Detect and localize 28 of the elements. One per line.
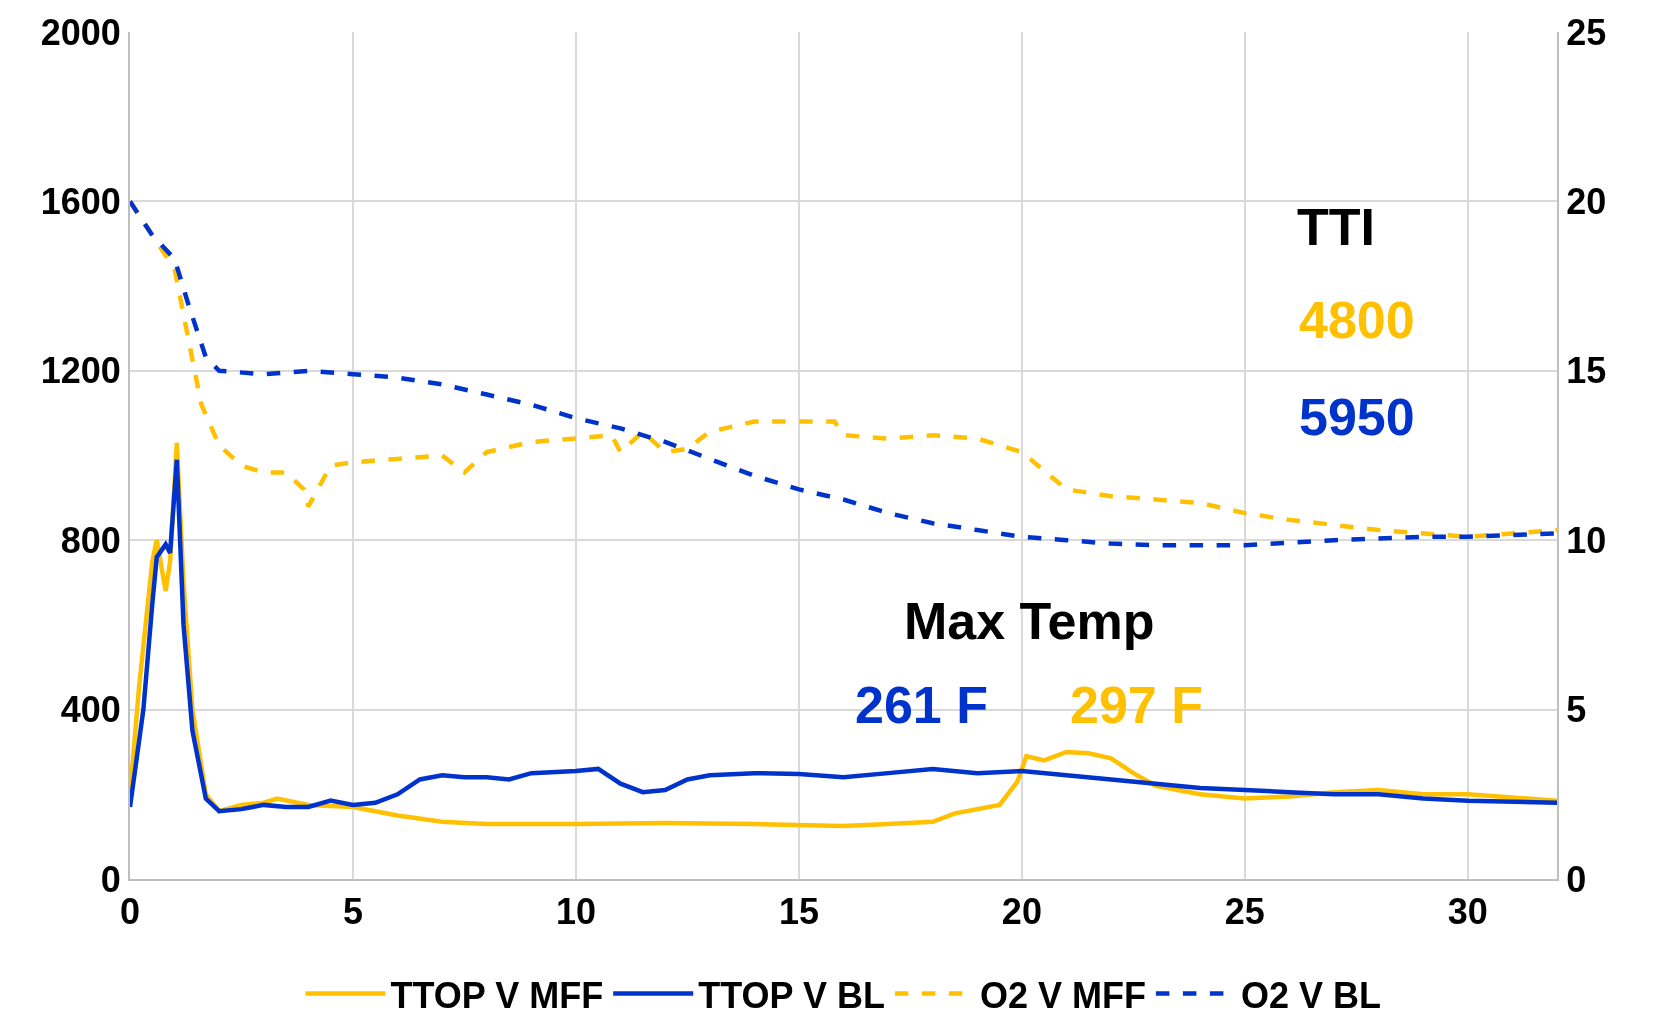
legend-label: TTOP V BL (698, 974, 885, 1016)
y2-tick-label: 25 (1566, 11, 1607, 53)
y-tick-label: 1200 (40, 350, 121, 392)
annotation: TTI (1297, 198, 1375, 256)
annotation: Max Temp (904, 592, 1155, 650)
y-tick-label: 2000 (40, 11, 121, 53)
y2-tick-label: 5 (1566, 689, 1587, 731)
annotation: 297 F (1070, 676, 1203, 734)
x-tick-label: 25 (1224, 891, 1265, 933)
x-tick-label: 10 (555, 891, 596, 933)
x-tick-label: 30 (1447, 891, 1488, 933)
y-tick-label: 400 (60, 689, 121, 731)
x-tick-label: 20 (1001, 891, 1042, 933)
annotation: 261 F (855, 676, 988, 734)
y-tick-label: 1600 (40, 181, 121, 222)
annotation: 4800 (1299, 291, 1415, 349)
y-tick-label: 800 (60, 519, 121, 561)
y2-tick-label: 20 (1566, 181, 1607, 222)
legend-label: TTOP V MFF (390, 974, 604, 1016)
y2-tick-label: 10 (1566, 519, 1607, 561)
x-tick-label: 15 (778, 891, 819, 933)
legend-label: O2 V BL (1240, 974, 1381, 1016)
y-tick-label: 0 (100, 858, 121, 900)
x-tick-label: 5 (342, 891, 363, 933)
legend-label: O2 V MFF (979, 974, 1146, 1016)
annotation: 5950 (1299, 388, 1415, 446)
y2-tick-label: 0 (1566, 858, 1587, 900)
y2-tick-label: 15 (1566, 350, 1607, 392)
